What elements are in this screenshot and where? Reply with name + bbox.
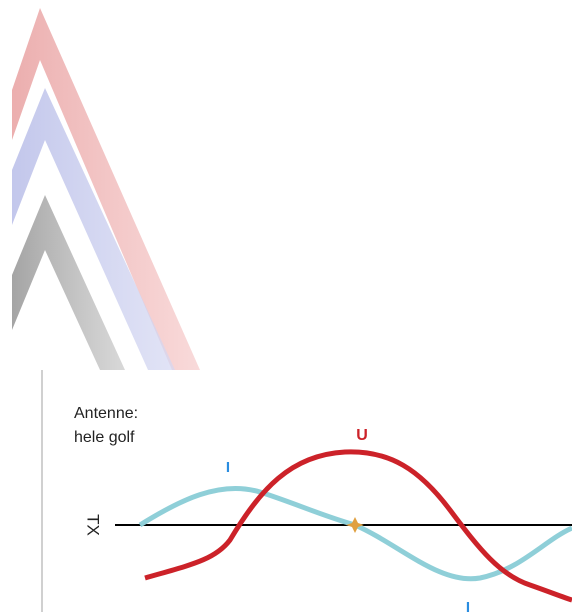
current-label: I: [466, 599, 470, 612]
title-line: hele golf: [74, 429, 135, 446]
decoration: [12, 8, 200, 370]
current-label: I: [226, 459, 230, 476]
red-chevron: [12, 8, 200, 370]
voltage-label: U: [356, 427, 368, 444]
title-line: Antenne:: [74, 405, 138, 422]
gray-chevron: [12, 195, 125, 370]
page: Antenne: hele golf TX U I I: [0, 0, 572, 612]
source-label: TX: [84, 514, 103, 536]
